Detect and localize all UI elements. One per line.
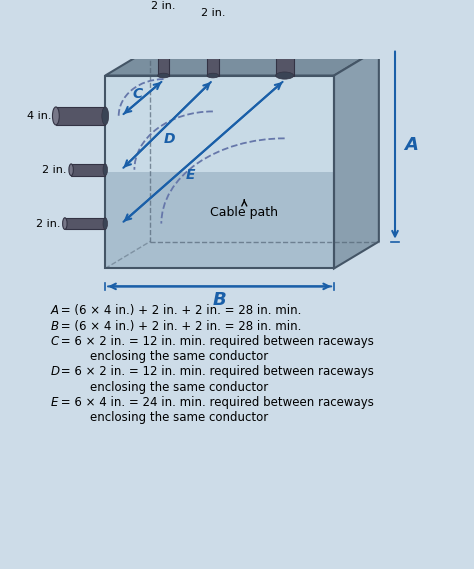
FancyBboxPatch shape [20, 54, 454, 569]
Ellipse shape [103, 218, 108, 229]
Polygon shape [105, 172, 334, 269]
Polygon shape [56, 107, 105, 125]
Ellipse shape [158, 28, 169, 33]
Ellipse shape [207, 35, 219, 39]
Polygon shape [65, 218, 105, 229]
Text: D: D [164, 132, 175, 146]
Polygon shape [71, 164, 105, 176]
Text: = 6 × 4 in. = 24 in. min. required between raceways: = 6 × 4 in. = 24 in. min. required betwe… [57, 396, 374, 409]
Text: = (6 × 4 in.) + 2 in. + 2 in. = 28 in. min.: = (6 × 4 in.) + 2 in. + 2 in. = 28 in. m… [57, 304, 301, 318]
Ellipse shape [63, 218, 67, 229]
Text: 2 in.: 2 in. [151, 1, 176, 11]
Polygon shape [105, 76, 334, 172]
Text: 2 in.: 2 in. [42, 165, 67, 175]
Ellipse shape [103, 164, 108, 176]
Text: enclosing the same conductor: enclosing the same conductor [90, 411, 268, 424]
Text: 4 in.: 4 in. [27, 111, 51, 121]
Text: enclosing the same conductor: enclosing the same conductor [90, 350, 268, 363]
Text: 4 in.: 4 in. [273, 0, 297, 2]
Polygon shape [105, 48, 379, 76]
Text: B: B [213, 291, 227, 309]
Text: = 6 × 2 in. = 12 in. min. required between raceways: = 6 × 2 in. = 12 in. min. required betwe… [57, 365, 374, 378]
Text: E: E [186, 168, 195, 182]
Text: $\it{C}$: $\it{C}$ [50, 335, 60, 348]
Text: = (6 × 4 in.) + 2 in. + 2 in. = 28 in. min.: = (6 × 4 in.) + 2 in. + 2 in. = 28 in. m… [57, 320, 301, 333]
Ellipse shape [69, 164, 73, 176]
Ellipse shape [102, 107, 109, 125]
Text: 2 in.: 2 in. [36, 218, 60, 229]
Text: = 6 × 2 in. = 12 in. min. required between raceways: = 6 × 2 in. = 12 in. min. required betwe… [57, 335, 374, 348]
Polygon shape [334, 48, 379, 269]
Text: $\it{A}$: $\it{A}$ [50, 304, 59, 318]
Polygon shape [158, 31, 169, 76]
Text: $\it{B}$: $\it{B}$ [50, 320, 59, 333]
Text: enclosing the same conductor: enclosing the same conductor [90, 381, 268, 394]
Ellipse shape [158, 73, 169, 78]
Ellipse shape [276, 72, 293, 79]
Polygon shape [207, 37, 219, 76]
Ellipse shape [53, 107, 59, 125]
Text: C: C [132, 87, 142, 101]
Text: 2 in.: 2 in. [201, 8, 225, 18]
Text: $\it{D}$: $\it{D}$ [50, 365, 60, 378]
Polygon shape [276, 22, 293, 76]
Ellipse shape [276, 18, 293, 25]
Text: A: A [404, 136, 418, 154]
Text: $\it{E}$: $\it{E}$ [50, 396, 59, 409]
Ellipse shape [207, 73, 219, 78]
Text: Cable path: Cable path [210, 200, 278, 218]
